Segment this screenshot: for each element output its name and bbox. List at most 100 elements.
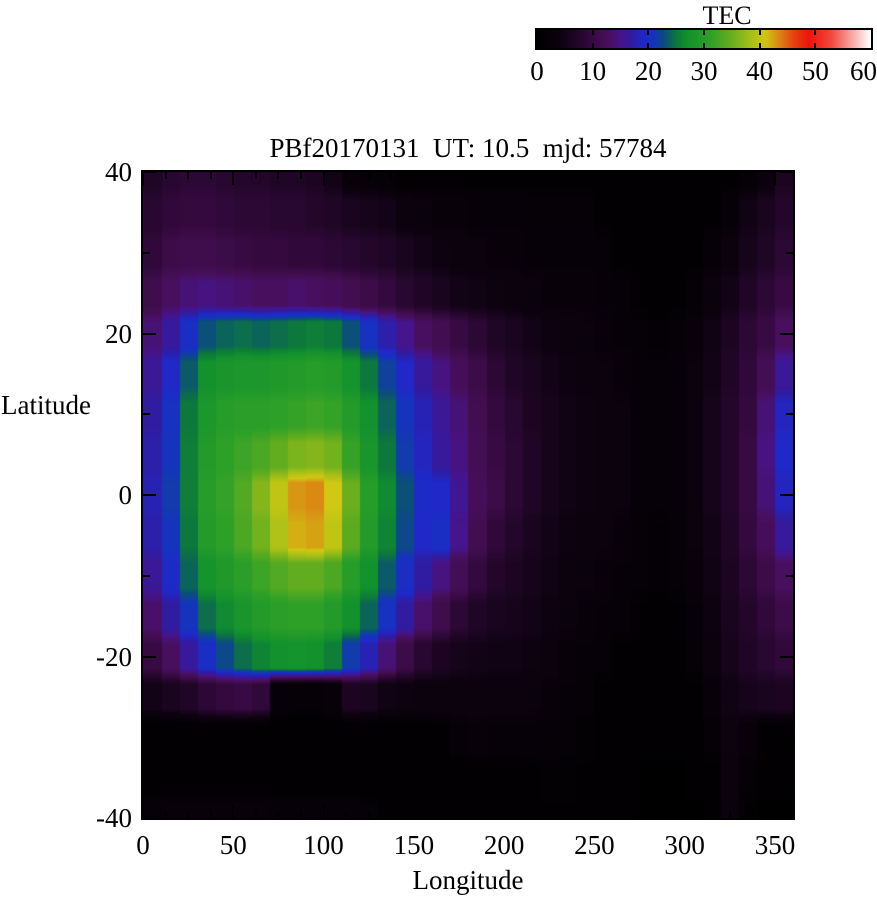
x-minor-tick <box>751 172 754 179</box>
x-minor-tick <box>615 811 618 818</box>
x-minor-tick <box>706 172 709 179</box>
x-minor-tick <box>661 172 664 179</box>
x-minor-tick <box>345 172 348 179</box>
colorbar-tick <box>814 43 817 48</box>
x-minor-tick <box>187 172 190 179</box>
x-minor-tick <box>367 172 370 179</box>
y-tick-label: -20 <box>96 641 132 672</box>
y-major-tick <box>143 655 156 658</box>
y-tick-label: 40 <box>105 157 132 187</box>
colorbar-tick-label: 20 <box>634 56 662 86</box>
colorbar-tick <box>591 30 594 35</box>
x-minor-tick <box>480 172 483 179</box>
y-minor-tick <box>143 574 150 577</box>
x-tick-label: 150 <box>393 830 435 860</box>
x-minor-tick <box>254 172 257 179</box>
y-axis-label: Latitude <box>1 390 91 420</box>
colorbar-border <box>535 28 873 50</box>
x-minor-tick <box>164 811 167 818</box>
plot-title: PBf20170131 UT: 10.5 mjd: 57784 <box>269 133 667 163</box>
x-minor-tick <box>706 811 709 818</box>
x-major-tick <box>412 172 415 185</box>
x-major-tick <box>142 805 144 818</box>
x-major-tick <box>142 172 144 185</box>
x-minor-tick <box>367 811 370 818</box>
x-minor-tick <box>345 811 348 818</box>
y-tick-label: 0 <box>118 480 133 510</box>
x-minor-tick <box>164 172 167 179</box>
y-minor-tick <box>143 251 150 254</box>
x-axis-label: Longitude <box>412 865 524 895</box>
colorbar-title: TEC <box>702 1 752 30</box>
x-major-tick <box>322 172 325 185</box>
colorbar-tick-label: 60 <box>850 56 877 86</box>
colorbar-tick <box>703 30 705 35</box>
colorbar-tick-label: 30 <box>690 56 718 86</box>
x-minor-tick <box>457 172 460 179</box>
y-major-tick <box>143 171 156 173</box>
x-minor-tick <box>638 172 641 179</box>
x-major-tick <box>412 805 415 818</box>
x-minor-tick <box>751 811 754 818</box>
x-minor-tick <box>570 172 573 179</box>
y-minor-tick <box>786 413 793 416</box>
x-minor-tick <box>390 811 393 818</box>
y-tick-label: -40 <box>96 803 132 833</box>
x-minor-tick <box>209 172 212 179</box>
x-minor-tick <box>548 172 551 179</box>
y-minor-tick <box>143 736 150 739</box>
x-major-tick <box>232 172 235 185</box>
y-major-tick <box>780 332 793 335</box>
x-minor-tick <box>254 811 257 818</box>
x-tick-label: 100 <box>303 830 344 860</box>
x-tick-label: 0 <box>136 830 150 860</box>
colorbar-tick-label: 0 <box>530 56 544 86</box>
x-minor-tick <box>299 172 302 179</box>
x-minor-tick <box>661 811 664 818</box>
y-minor-tick <box>786 574 793 577</box>
colorbar-tick <box>758 43 761 48</box>
x-tick-label: 350 <box>754 830 796 860</box>
x-minor-tick <box>525 811 528 818</box>
x-major-tick <box>503 172 506 185</box>
x-minor-tick <box>435 172 438 179</box>
x-minor-tick <box>638 811 641 818</box>
colorbar-tick <box>647 30 650 35</box>
colorbar-tick-label: 40 <box>746 56 774 86</box>
y-major-tick <box>780 171 793 173</box>
x-minor-tick <box>187 811 190 818</box>
x-major-tick <box>683 805 686 818</box>
x-minor-tick <box>728 811 731 818</box>
y-minor-tick <box>786 251 793 254</box>
x-minor-tick <box>435 811 438 818</box>
y-major-tick <box>143 332 156 335</box>
colorbar-tick <box>758 30 761 35</box>
plot-border <box>141 170 795 820</box>
x-minor-tick <box>277 811 280 818</box>
y-major-tick <box>780 817 793 819</box>
x-minor-tick <box>570 811 573 818</box>
x-major-tick <box>593 172 596 185</box>
colorbar-tick <box>703 43 705 48</box>
y-minor-tick <box>786 736 793 739</box>
x-major-tick <box>593 805 596 818</box>
x-minor-tick <box>209 811 212 818</box>
x-minor-tick <box>277 172 280 179</box>
colorbar-tick-label: 10 <box>579 56 607 86</box>
x-minor-tick <box>457 811 460 818</box>
x-major-tick <box>773 172 776 185</box>
x-minor-tick <box>390 172 393 179</box>
x-minor-tick <box>615 172 618 179</box>
y-tick-label: 20 <box>105 318 132 349</box>
x-major-tick <box>322 805 325 818</box>
x-tick-label: 250 <box>574 830 615 860</box>
x-major-tick <box>773 805 776 818</box>
x-major-tick <box>503 805 506 818</box>
colorbar-gradient-canvas <box>537 30 871 48</box>
x-major-tick <box>683 172 686 185</box>
x-minor-tick <box>548 811 551 818</box>
y-major-tick <box>143 494 156 496</box>
colorbar-tick <box>647 43 650 48</box>
x-minor-tick <box>480 811 483 818</box>
